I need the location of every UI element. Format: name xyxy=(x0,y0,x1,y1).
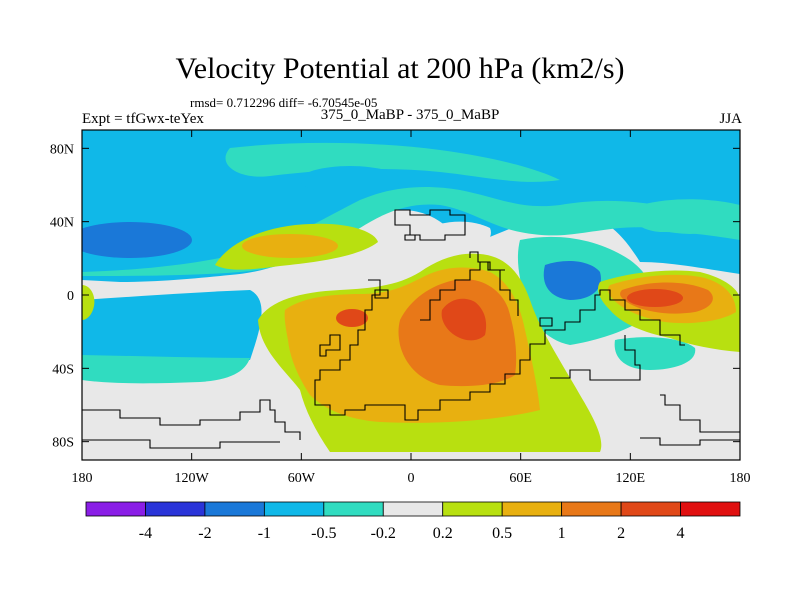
x-tick-label: 120W xyxy=(175,471,210,486)
colorbar-swatch xyxy=(382,501,444,517)
y-tick-label: 40S xyxy=(52,362,74,377)
colorbar: -4 -2 -1 -0.5 -0.2 0.2 0.5 1 2 4 xyxy=(85,501,741,542)
x-tick-label: 60W xyxy=(288,471,316,486)
x-tick-label: 60E xyxy=(509,471,532,486)
y-tick-label: 0 xyxy=(67,289,74,304)
neutral-island xyxy=(419,221,491,250)
colorbar-swatch xyxy=(204,501,265,517)
colorbar-label: 0.2 xyxy=(433,525,453,542)
case-label: 375_0_MaBP - 375_0_MaBP xyxy=(320,107,500,123)
coast-antarctic-east xyxy=(640,437,740,446)
x-tick-label: 180 xyxy=(730,471,751,486)
colorbar-swatch xyxy=(323,501,384,517)
chart-title: Velocity Potential at 200 hPa (km2/s) xyxy=(175,52,625,85)
axes: 180 120W 60W 0 60E 120E 180 80N 40N 0 40S 80S xyxy=(50,130,751,486)
season-label: JJA xyxy=(719,111,742,127)
contour-field xyxy=(82,130,740,460)
y-tick-label: 80N xyxy=(50,142,74,157)
colorbar-label: 4 xyxy=(677,525,685,542)
colorbar-label: -2 xyxy=(198,525,211,542)
coast-main xyxy=(314,279,610,421)
colorbar-swatch xyxy=(85,501,146,517)
neg-south-edge xyxy=(82,355,250,384)
pos-cell-north-core xyxy=(242,234,338,258)
coast-patch-d xyxy=(539,317,553,327)
colorbar-label: -1 xyxy=(258,525,271,542)
colorbar-swatch xyxy=(263,501,325,517)
coast-antarctic-west xyxy=(82,399,301,440)
colorbar-label: -0.5 xyxy=(311,525,336,542)
coast-se-islands xyxy=(660,394,740,433)
colorbar-swatch xyxy=(680,501,741,517)
coast-east-south xyxy=(550,335,641,381)
coast-patch-a xyxy=(319,334,341,357)
neg-cell-pacific xyxy=(650,206,730,234)
colorbar-label: -4 xyxy=(139,525,152,542)
stats-text: rmsd= 0.712296 diff= -6.70545e-05 xyxy=(190,95,378,110)
coast-antarctic-west-2 xyxy=(82,439,280,449)
coast-india xyxy=(469,251,505,271)
coast-patch-c xyxy=(374,289,389,299)
x-tick-label: 180 xyxy=(72,471,93,486)
colorbar-swatch xyxy=(442,501,503,517)
pos-west-edge xyxy=(82,285,95,320)
x-tick-label: 0 xyxy=(408,471,415,486)
neg-cell-west xyxy=(82,222,192,258)
pos-region-peak xyxy=(441,298,487,341)
pos-small-core xyxy=(336,309,368,327)
neg-east-core xyxy=(543,260,601,300)
y-tick-label: 80S xyxy=(52,436,74,451)
neg-cell-north xyxy=(300,166,400,194)
x-tick-label: 120E xyxy=(616,471,646,486)
y-tick-label: 40N xyxy=(50,216,74,231)
colorbar-label: -0.2 xyxy=(371,525,396,542)
coast-patch-b xyxy=(404,234,416,241)
coast-eurasia xyxy=(420,261,519,321)
colorbar-label: 0.5 xyxy=(492,525,512,542)
colorbar-swatch xyxy=(145,501,206,517)
coastlines xyxy=(82,209,740,449)
colorbar-label: 1 xyxy=(558,525,566,542)
arctic-band xyxy=(225,142,560,182)
colorbar-swatch xyxy=(561,501,622,517)
coast-africa xyxy=(394,209,466,241)
colorbar-swatch xyxy=(620,501,681,517)
colorbar-label: 2 xyxy=(617,525,625,542)
coast-east xyxy=(600,289,685,346)
pos-east-peak xyxy=(627,289,683,307)
experiment-label: Expt = tfGwx-teYex xyxy=(82,111,204,127)
neg-south-band xyxy=(82,290,262,360)
colorbar-swatch xyxy=(501,501,563,517)
